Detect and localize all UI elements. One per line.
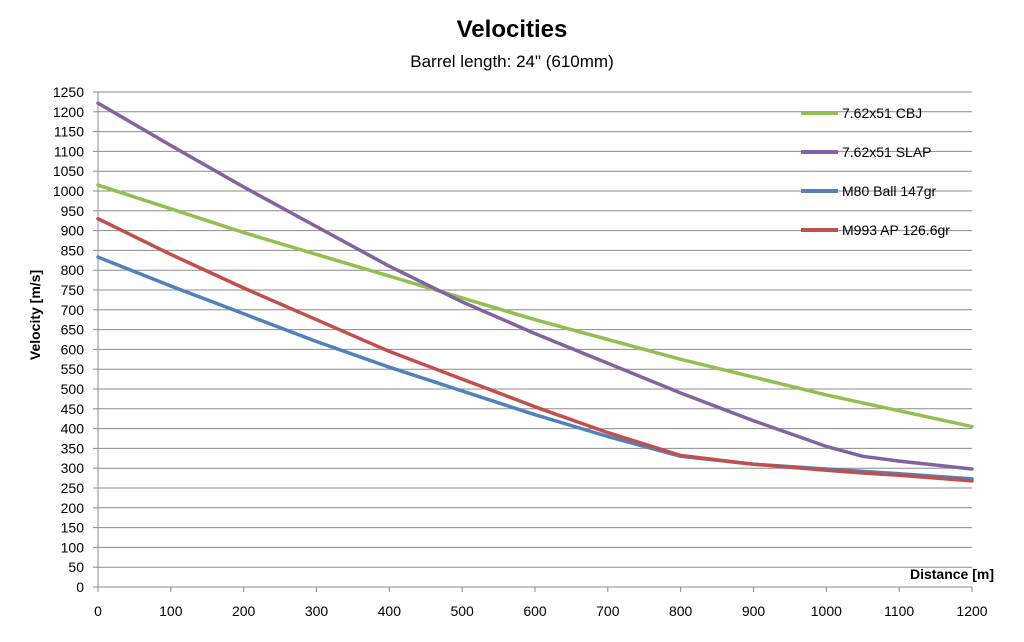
x-tick-label: 700 — [596, 603, 620, 619]
x-tick-label: 800 — [669, 603, 693, 619]
legend-label-2: M80 Ball 147gr — [842, 183, 937, 199]
chart-title: Velocities — [456, 16, 568, 43]
y-tick-label: 850 — [61, 242, 85, 258]
series-line-3 — [96, 216, 974, 483]
y-tick-label: 500 — [61, 381, 85, 397]
legend-label-0: 7.62x51 CBJ — [842, 105, 922, 121]
y-tick-label: 200 — [61, 500, 85, 516]
x-axis-title: Distance [m] — [910, 566, 994, 582]
y-axis-title: Velocity [m/s] — [27, 270, 43, 360]
x-tick-label: 600 — [523, 603, 547, 619]
y-tick-label: 150 — [61, 520, 85, 536]
y-tick-label: 1050 — [53, 163, 84, 179]
y-tick-labels: 0 50 100 150 200 250 300 350 400 450 500 550 600 650 7… — [53, 84, 98, 595]
series-line-1 — [96, 101, 974, 471]
y-tick-label: 300 — [61, 460, 85, 476]
y-tick-label: 1150 — [54, 124, 84, 140]
y-tick-label: 600 — [61, 341, 85, 357]
y-tick-label: 750 — [61, 282, 85, 298]
x-tick-label: 1100 — [884, 603, 914, 619]
y-tick-label: 400 — [61, 421, 85, 437]
x-tick-labels: 0 100 200 300 400 500 600 700 800 900 1000 1100 1200 — [94, 587, 988, 619]
y-tick-label: 450 — [61, 401, 85, 417]
legend: 7.62x51 CBJ 7.62x51 SLAP M80 Ball 147gr M99… — [801, 105, 950, 238]
series-lines — [96, 101, 974, 483]
y-tick-label: 900 — [61, 223, 85, 239]
y-tick-label: 1000 — [53, 183, 84, 199]
y-tick-label: 1250 — [53, 84, 84, 100]
y-tick-label: 800 — [61, 262, 85, 278]
y-tick-label: 0 — [76, 579, 84, 595]
x-tick-label: 200 — [232, 603, 256, 619]
x-tick-label: 1000 — [811, 603, 842, 619]
y-tick-label: 550 — [61, 361, 85, 377]
y-tick-label: 50 — [68, 559, 84, 575]
y-tick-label: 100 — [61, 539, 85, 555]
y-tick-label: 950 — [61, 203, 85, 219]
grid-lines — [98, 91, 972, 568]
chart-subtitle: Barrel length: 24" (610mm) — [410, 52, 614, 71]
series-line-0 — [96, 183, 974, 429]
x-tick-label: 400 — [378, 603, 402, 619]
x-tick-label: 100 — [159, 603, 183, 619]
x-tick-label: 300 — [305, 603, 329, 619]
y-tick-label: 350 — [61, 440, 85, 456]
axes — [97, 92, 972, 588]
x-tick-label: 1200 — [956, 603, 987, 619]
x-tick-label: 500 — [450, 603, 474, 619]
legend-label-3: M993 AP 126.6gr — [842, 222, 950, 238]
y-tick-label: 700 — [61, 302, 85, 318]
y-tick-label: 1100 — [54, 143, 84, 159]
y-tick-label: 650 — [61, 322, 85, 338]
x-tick-label: 0 — [94, 603, 102, 619]
x-tick-label: 900 — [742, 603, 766, 619]
legend-label-1: 7.62x51 SLAP — [842, 144, 932, 160]
y-tick-label: 250 — [61, 480, 85, 496]
y-tick-label: 1200 — [53, 104, 84, 120]
